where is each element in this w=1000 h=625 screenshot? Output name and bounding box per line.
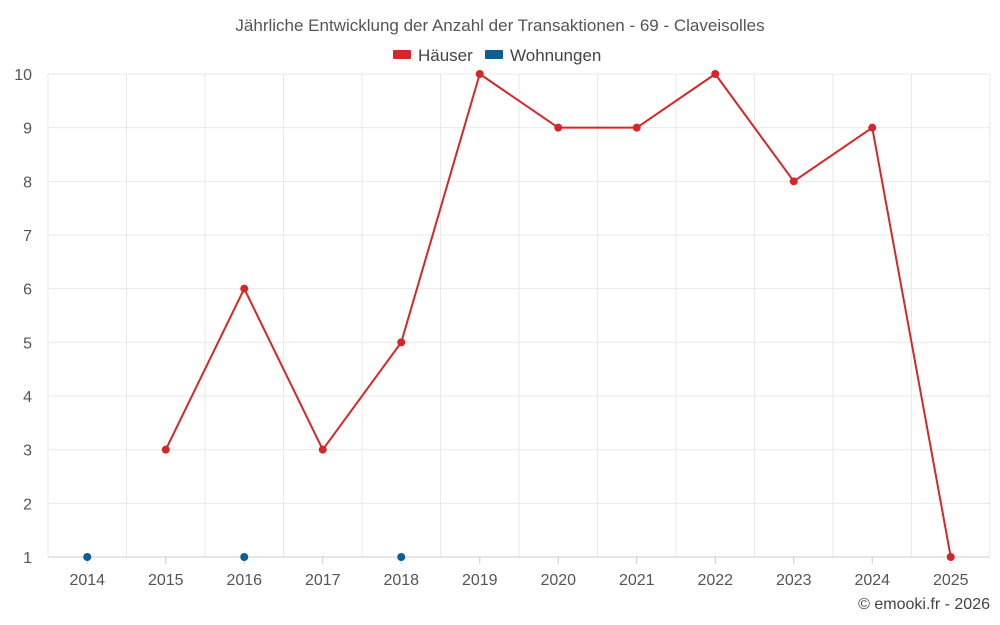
x-tick-label: 2016	[226, 572, 262, 589]
y-tick-label: 4	[23, 389, 32, 406]
data-point-haeuser[interactable]	[318, 445, 327, 454]
y-tick-label: 9	[23, 121, 32, 138]
x-tick-label: 2025	[933, 572, 969, 589]
x-tick-label: 2023	[776, 572, 812, 589]
x-tick-label: 2014	[69, 572, 105, 589]
legend-swatch-haeuser	[393, 50, 411, 59]
axis-layer: 1 2 3 4 5 6 7 8 9 10 2014 2015 2016 2017 2018 2019 2020 2…	[14, 67, 990, 589]
legend: Häuser Wohnungen	[393, 46, 601, 65]
x-tick-label: 2021	[619, 572, 655, 589]
data-point-haeuser[interactable]	[554, 123, 563, 132]
x-tick-label: 2019	[462, 572, 498, 589]
credit-text: © emooki.fr - 2026	[858, 596, 990, 613]
y-tick-label: 8	[23, 174, 32, 191]
x-tick-label: 2024	[854, 572, 890, 589]
y-tick-label: 10	[14, 67, 32, 84]
data-point-haeuser[interactable]	[397, 338, 406, 347]
data-point-haeuser[interactable]	[475, 70, 484, 78]
data-point-haeuser[interactable]	[868, 123, 877, 132]
data-point-haeuser[interactable]	[632, 123, 641, 132]
series-layer	[83, 70, 955, 561]
legend-label-wohnungen: Wohnungen	[510, 46, 601, 65]
legend-item-wohnungen[interactable]: Wohnungen	[485, 46, 601, 65]
chart-title: Jährliche Entwicklung der Anzahl der Tra…	[235, 16, 764, 35]
y-tick-label: 6	[23, 282, 32, 299]
series-wohnungen	[83, 553, 406, 561]
data-point-haeuser[interactable]	[789, 177, 798, 186]
x-tick-label: 2017	[305, 572, 341, 589]
data-point-haeuser[interactable]	[711, 70, 720, 78]
x-tick-label: 2015	[148, 572, 184, 589]
y-tick-label: 5	[23, 335, 32, 352]
data-point-wohnungen[interactable]	[83, 553, 92, 561]
y-tick-label: 2	[23, 496, 32, 513]
data-point-wohnungen[interactable]	[397, 553, 406, 561]
legend-item-haeuser[interactable]: Häuser	[393, 46, 473, 65]
x-tick-label: 2022	[697, 572, 733, 589]
legend-label-haeuser: Häuser	[418, 46, 473, 65]
data-point-haeuser[interactable]	[946, 553, 955, 561]
y-tick-label: 1	[23, 550, 32, 567]
legend-swatch-wohnungen	[485, 50, 503, 59]
y-tick-label: 7	[23, 228, 32, 245]
data-point-haeuser[interactable]	[161, 445, 170, 454]
y-tick-label: 3	[23, 443, 32, 460]
x-tick-label: 2020	[540, 572, 576, 589]
data-point-wohnungen[interactable]	[240, 553, 249, 561]
series-haeuser	[161, 70, 955, 561]
data-point-haeuser[interactable]	[240, 284, 249, 293]
grid-layer	[47, 73, 991, 557]
x-tick-label: 2018	[383, 572, 419, 589]
